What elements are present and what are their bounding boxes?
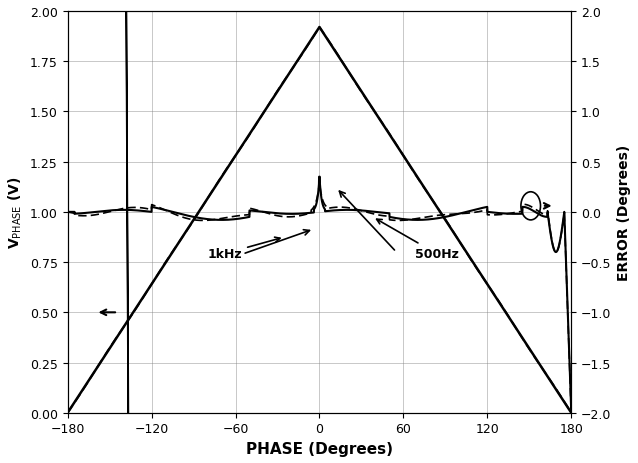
Text: 500Hz: 500Hz	[376, 220, 459, 261]
Y-axis label: ERROR (Degrees): ERROR (Degrees)	[617, 144, 631, 281]
Text: 1kHz: 1kHz	[207, 238, 280, 261]
X-axis label: PHASE (Degrees): PHASE (Degrees)	[246, 441, 393, 456]
Y-axis label: V$_{\rm PHASE}$ (V): V$_{\rm PHASE}$ (V)	[7, 176, 24, 249]
